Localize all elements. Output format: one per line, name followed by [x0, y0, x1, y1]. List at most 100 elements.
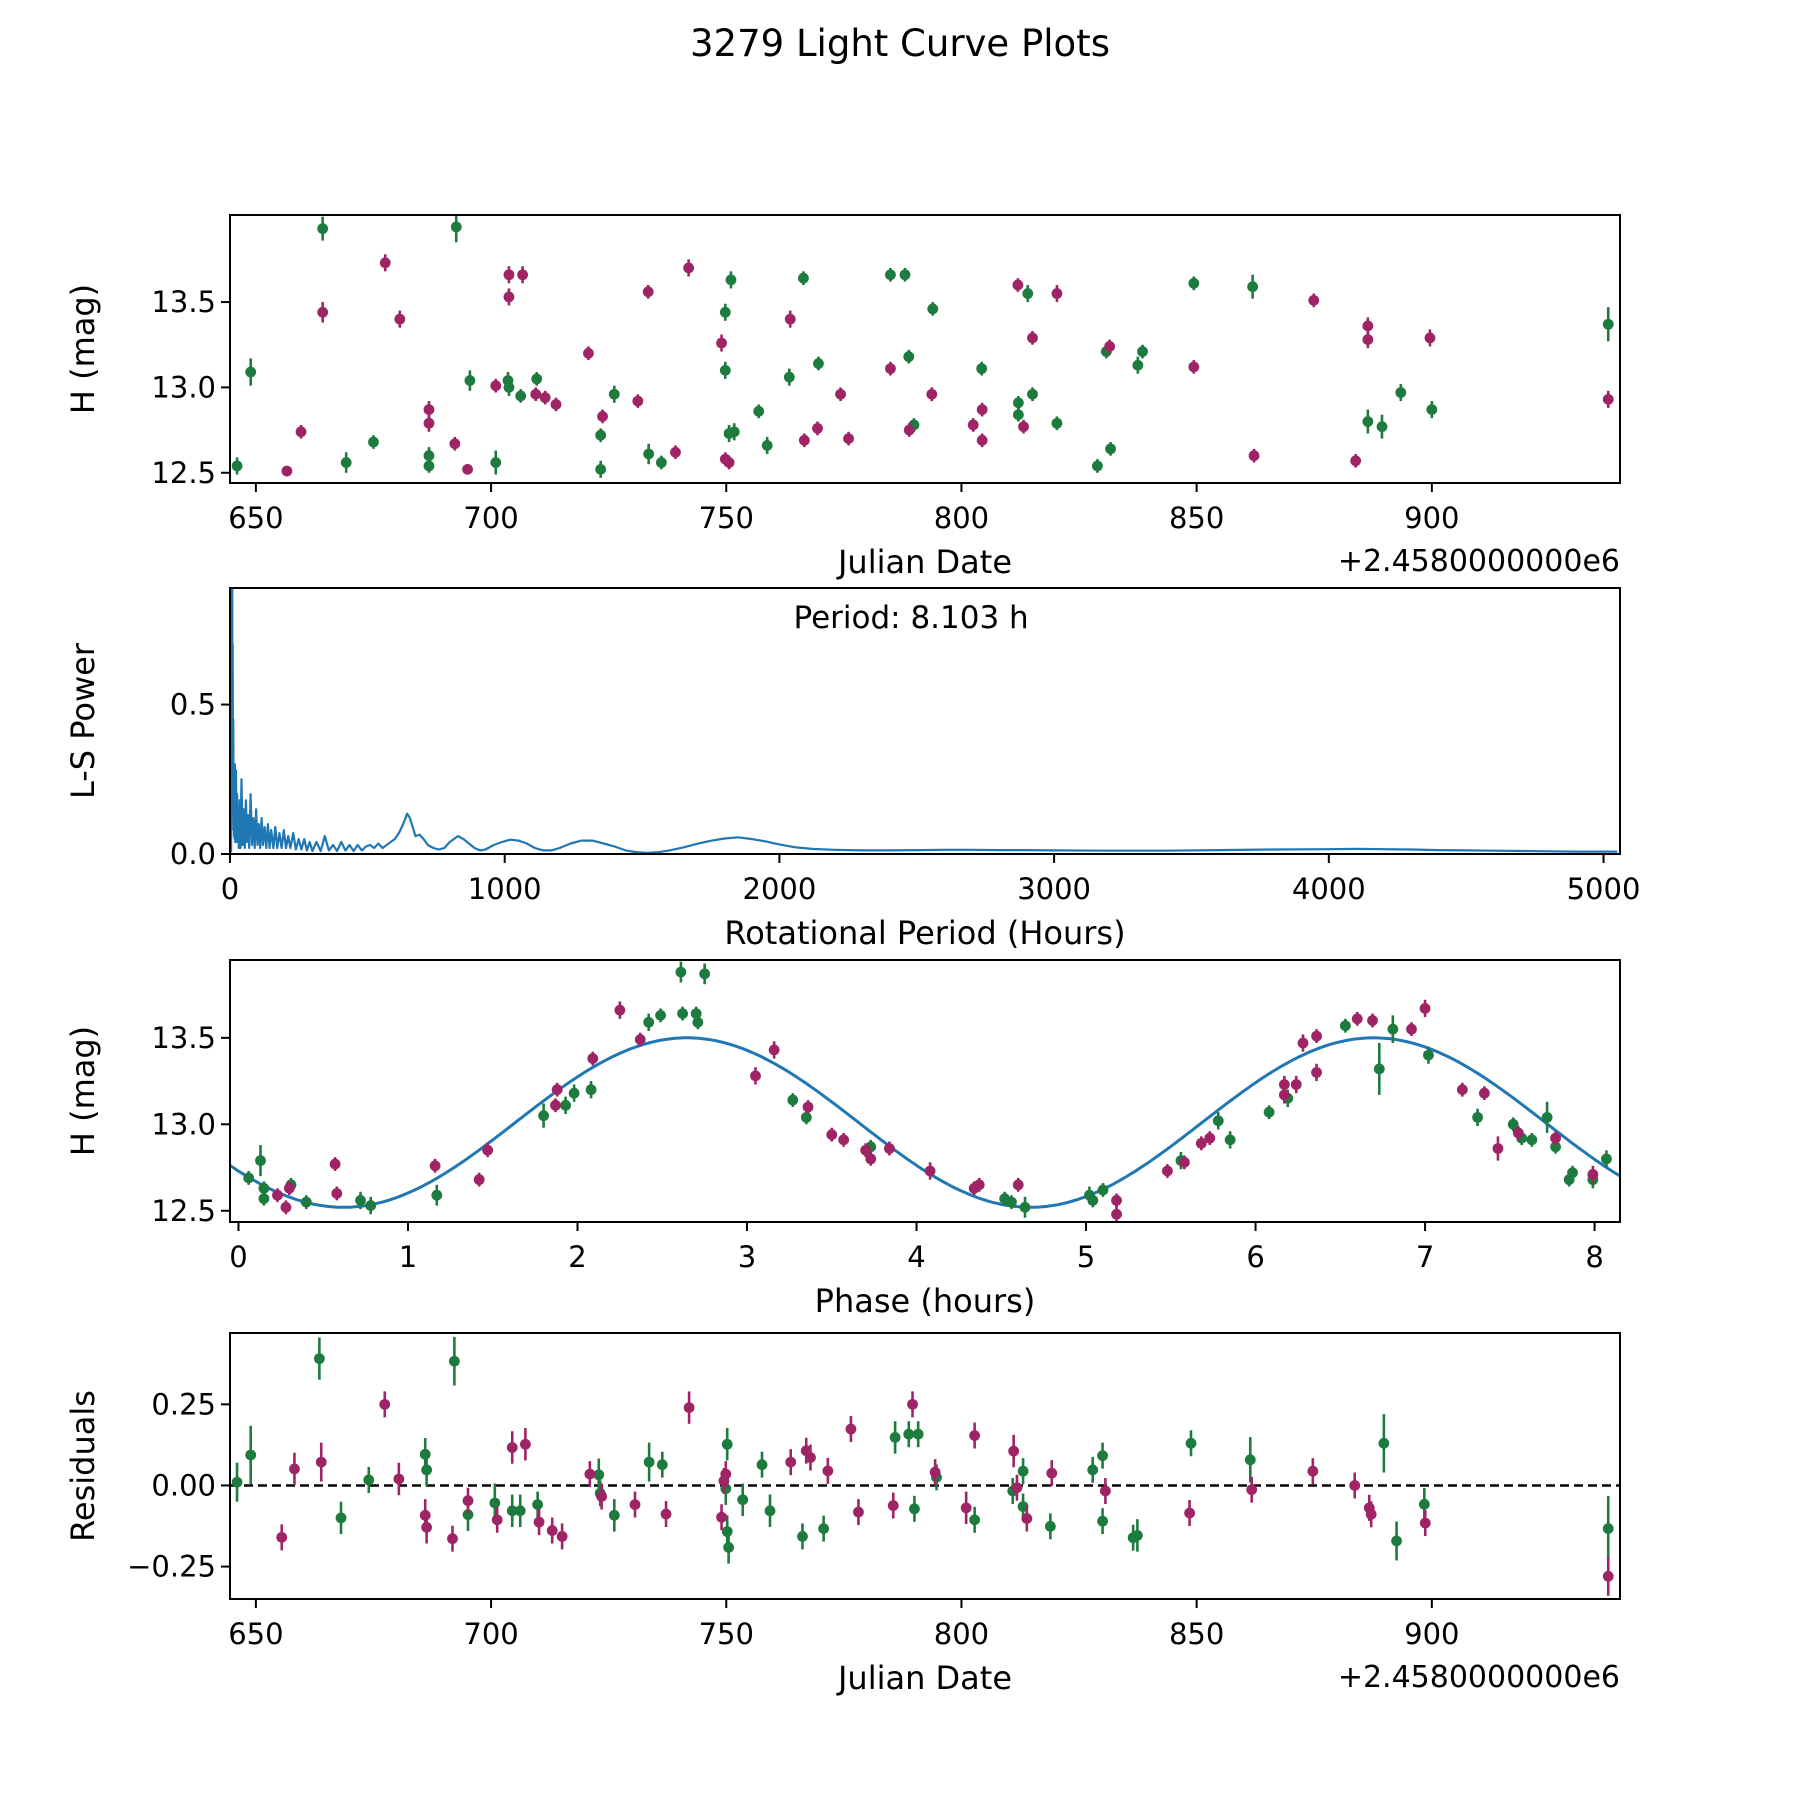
- data-point: [1097, 1450, 1108, 1462]
- data-point: [677, 1008, 688, 1020]
- data-point: [725, 274, 737, 286]
- x-tick-label: 7: [1416, 1240, 1434, 1274]
- data-point: [1550, 1132, 1561, 1144]
- data-point: [520, 1438, 531, 1450]
- data-point: [655, 457, 667, 468]
- data-point: [1099, 1485, 1111, 1497]
- data-point: [379, 1398, 391, 1410]
- data-point: [419, 1448, 431, 1460]
- y-tick-label: 13.0: [151, 370, 216, 404]
- x-tick-label: 900: [1404, 501, 1459, 535]
- data-point: [973, 1179, 985, 1191]
- data-point: [924, 1165, 936, 1177]
- data-point: [295, 426, 307, 438]
- y-tick-label: 0.00: [151, 1468, 216, 1502]
- data-point: [1051, 288, 1063, 299]
- residuals-plot: 650 700 750 800 850 900 −0.25 0.00 0.25 Julian Da…: [64, 1332, 1621, 1697]
- data-point: [423, 460, 435, 472]
- data-point: [1423, 1049, 1434, 1061]
- x-tick-label: 0: [229, 1240, 247, 1274]
- data-point: [1311, 1067, 1322, 1078]
- data-point: [514, 1505, 526, 1517]
- data-point: [1602, 1523, 1614, 1535]
- phase-folded-plot: 0 1 2 3 4 5 6 7 8 12.5 13.0 13.5 Phase (hours) H (mag…: [64, 959, 1621, 1320]
- data-point: [1017, 1465, 1029, 1477]
- data-point: [560, 1099, 572, 1111]
- x-axis-label: Phase (hours): [815, 1282, 1036, 1320]
- data-point: [838, 1134, 850, 1146]
- jd-lightcurve-plot: 650 700 750 800 850 900 12.5 13.0 13.5 Julian Dat…: [64, 214, 1621, 581]
- x-tick-label: 1000: [468, 872, 542, 906]
- data-point: [1419, 1003, 1431, 1014]
- data-point: [1424, 332, 1436, 344]
- data-point: [1131, 1530, 1143, 1541]
- x-tick-label: 3: [738, 1240, 756, 1274]
- data-point: [969, 1514, 981, 1526]
- data-point: [719, 306, 731, 318]
- data-point: [798, 272, 809, 284]
- plot-frame: [229, 959, 1621, 1223]
- x-tick-label: 700: [463, 501, 518, 535]
- data-point: [1184, 1507, 1195, 1519]
- data-point: [1021, 1513, 1033, 1524]
- data-point: [812, 422, 823, 434]
- x-axis-offset-label: +2.4580000000e6: [1338, 544, 1620, 579]
- data-point: [1018, 421, 1029, 433]
- y-tick-label: 0.25: [151, 1387, 216, 1421]
- data-point: [783, 371, 795, 383]
- x-tick-label: 2: [568, 1240, 586, 1274]
- data-point: [768, 1044, 780, 1056]
- data-point: [1132, 359, 1144, 371]
- data-point: [490, 380, 502, 392]
- data-point: [692, 1016, 704, 1028]
- data-point: [340, 457, 352, 468]
- data-point: [587, 1053, 599, 1064]
- period-annotation: Period: 8.103 h: [793, 600, 1028, 636]
- plot-frame: [229, 587, 1621, 855]
- series-filter-purple: [272, 999, 1599, 1222]
- data-point: [447, 1533, 458, 1545]
- data-point: [489, 1497, 501, 1509]
- data-point: [926, 388, 938, 400]
- x-tick-label: 650: [228, 501, 283, 535]
- x-tick-label: 800: [934, 1617, 989, 1651]
- data-point: [903, 351, 915, 363]
- data-point: [1512, 1127, 1524, 1139]
- data-point: [1478, 1087, 1490, 1099]
- data-point: [550, 399, 562, 410]
- data-point: [865, 1153, 877, 1165]
- x-tick-label: 0: [221, 872, 239, 906]
- y-tick-label: −0.25: [127, 1550, 216, 1584]
- data-point: [1349, 1480, 1361, 1491]
- data-point: [258, 1193, 270, 1205]
- series-filter-green: [243, 961, 1612, 1218]
- data-point: [517, 269, 528, 281]
- data-point: [818, 1523, 830, 1535]
- data-point: [1290, 1079, 1302, 1090]
- data-point: [595, 429, 607, 441]
- data-point: [317, 223, 329, 235]
- data-point: [887, 1500, 899, 1511]
- data-point: [1350, 455, 1362, 467]
- series-filter-green: [231, 1336, 1614, 1564]
- data-point: [1019, 1201, 1031, 1213]
- data-point: [450, 221, 462, 233]
- data-point: [1376, 421, 1388, 433]
- data-point: [643, 1456, 655, 1468]
- data-point: [515, 390, 527, 402]
- data-point: [1406, 1023, 1417, 1035]
- x-tick-label: 4: [907, 1240, 925, 1274]
- data-point: [1091, 460, 1103, 472]
- data-point: [699, 968, 711, 980]
- data-point: [530, 388, 542, 400]
- data-point: [1526, 1134, 1538, 1146]
- data-point: [596, 1491, 608, 1502]
- data-point: [393, 1473, 405, 1485]
- data-point: [464, 375, 476, 386]
- data-point: [720, 1468, 732, 1480]
- data-point: [1362, 320, 1374, 332]
- series-filter-green: [231, 215, 1614, 478]
- data-point: [503, 291, 515, 303]
- x-tick-label: 8: [1585, 1240, 1603, 1274]
- data-point: [462, 463, 473, 475]
